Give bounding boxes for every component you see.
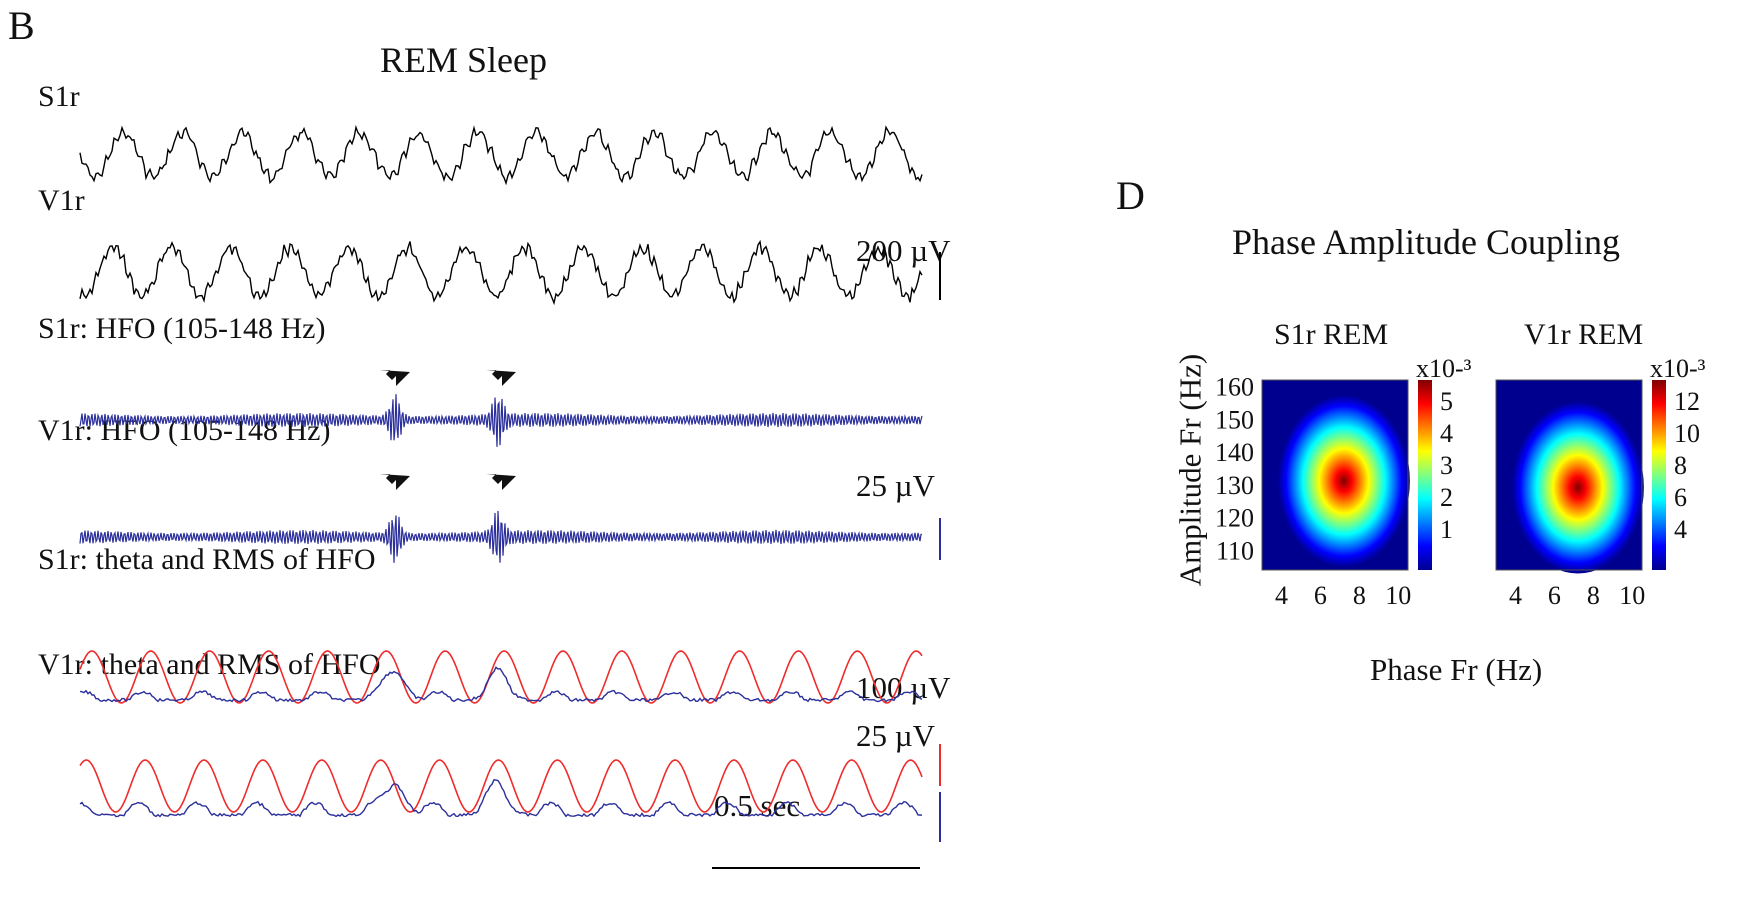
trace-s1r-rms — [79, 666, 923, 703]
y-tick-label: 140 — [1215, 438, 1254, 467]
heatmap-peak-v1r — [1511, 401, 1644, 574]
y-tick-label: 110 — [1216, 536, 1254, 565]
colorbar-tick-label: 3 — [1440, 451, 1453, 480]
heatmap-title-s1r: S1r REM — [1274, 318, 1389, 351]
x-tick-label: 6 — [1314, 581, 1327, 610]
panel-b-title: REM Sleep — [380, 40, 547, 80]
colorbar-tick-label: 10 — [1674, 419, 1700, 448]
colorbar-tick-label: 12 — [1674, 387, 1700, 416]
trace-v1r-hfo — [79, 510, 923, 563]
heatmap-frame-s1r — [1261, 379, 1409, 571]
panel-d-title: Phase Amplitude Coupling — [1232, 222, 1621, 262]
y-tick-label: 150 — [1215, 405, 1254, 434]
colorbar-tick-label: 6 — [1674, 483, 1687, 512]
colorbar-tick-label: 4 — [1440, 419, 1453, 448]
x-tick-label: 8 — [1587, 581, 1600, 610]
x-tick-label: 8 — [1353, 581, 1366, 610]
trace-s1r-hfo — [79, 394, 923, 447]
y-tick-label: 130 — [1215, 471, 1254, 500]
x-tick-label: 4 — [1509, 581, 1522, 610]
heatmap-x-label: Phase Fr (Hz) — [1370, 652, 1543, 687]
y-tick-label: 120 — [1215, 504, 1254, 533]
x-tick-label: 10 — [1619, 581, 1645, 610]
burst-arrow-icon — [486, 474, 516, 490]
heatmap-frame-v1r — [1495, 379, 1643, 571]
heatmap-peak-s1r — [1277, 395, 1410, 567]
trace-label-s1r-hfo: S1r: HFO (105-148 Hz) — [38, 312, 326, 345]
colorbar-exp-s1r: x10-³ — [1416, 354, 1472, 383]
trace-label-s1r-theta: S1r: theta and RMS of HFO — [38, 543, 376, 576]
colorbar-tick-label: 2 — [1440, 483, 1453, 512]
trace-label-s1r-raw: S1r — [38, 80, 80, 113]
colorbar-tick-label: 1 — [1440, 515, 1453, 544]
scalebar-group — [712, 252, 941, 869]
burst-arrow-icon — [380, 370, 410, 386]
scalebar-hfo-label: 25 µV — [856, 468, 935, 503]
x-tick-label: 4 — [1275, 581, 1288, 610]
colorbar-tick-label: 8 — [1674, 451, 1687, 480]
burst-arrow-icon — [380, 474, 410, 490]
trace-v1r-rms — [79, 779, 923, 818]
panel-d-letter: D — [1116, 173, 1145, 218]
heatmap-title-v1r: V1r REM — [1524, 318, 1644, 351]
trace-v1r-theta — [79, 759, 923, 813]
scalebar-rms-label: 25 µV — [856, 718, 935, 753]
burst-arrow-icon — [486, 370, 516, 386]
y-tick-label: 160 — [1215, 373, 1254, 402]
trace-group — [79, 124, 923, 818]
panel-b-letter: B — [8, 3, 35, 48]
x-tick-label: 6 — [1548, 581, 1561, 610]
colorbar-exp-v1r: x10-³ — [1650, 354, 1706, 383]
trace-s1r-raw — [79, 124, 923, 186]
trace-label-v1r-raw: V1r — [38, 184, 85, 217]
colorbar-v1r — [1652, 380, 1666, 570]
trace-v1r-raw — [79, 239, 923, 306]
x-tick-label: 10 — [1385, 581, 1411, 610]
trace-s1r-theta — [79, 650, 923, 704]
colorbar-tick-label: 5 — [1440, 387, 1453, 416]
colorbar-s1r — [1418, 380, 1432, 570]
colorbar-tick-label: 4 — [1674, 515, 1687, 544]
